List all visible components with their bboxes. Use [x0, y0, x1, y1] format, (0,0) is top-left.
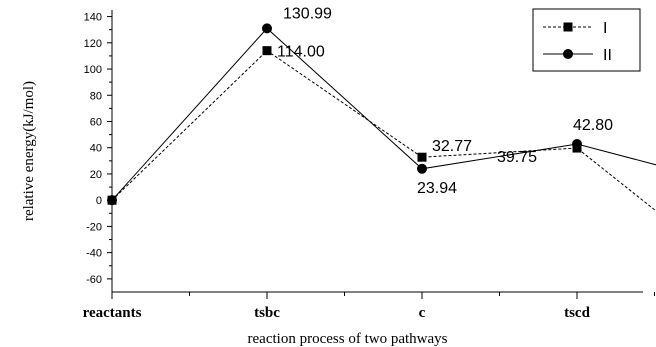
y-tick-label: 20 — [90, 169, 102, 181]
point-II-tscd — [572, 139, 582, 150]
point-II-tsbc — [262, 23, 272, 34]
x-categories: reactantstsbcctscdd — [83, 292, 655, 321]
point-II-reactants — [107, 195, 117, 206]
x-category-label: tscd — [564, 305, 590, 321]
data-label-II-tscd: 42.80 — [573, 117, 613, 134]
point-I-c — [417, 152, 427, 162]
legend-marker-square — [563, 22, 573, 32]
y-tick-label: 40 — [90, 143, 102, 155]
data-label-I-tsbc: 114.00 — [277, 44, 325, 61]
data-label-I-tscd: 39.75 — [497, 149, 537, 166]
data-label-I-c: 32.77 — [432, 138, 472, 155]
point-I-tsbc — [262, 46, 272, 56]
legend-box — [532, 8, 641, 72]
y-tick-label: 140 — [84, 12, 102, 24]
y-tick-label: 60 — [90, 116, 102, 128]
y-tick-label: 80 — [90, 90, 102, 102]
y-tick-label: -40 — [86, 248, 102, 260]
x-category-label: reactants — [83, 305, 142, 321]
y-tick-label: 120 — [84, 38, 102, 50]
legend-marker-circle — [563, 49, 573, 59]
y-tick-label: 100 — [84, 64, 102, 76]
y-tick-label: 0 — [96, 195, 102, 207]
series-line-I — [111, 50, 656, 212]
y-tick-label: -60 — [86, 274, 102, 286]
legend: I II — [532, 8, 641, 72]
series-markers — [107, 23, 582, 206]
legend-label-II: II — [603, 47, 612, 64]
point-II-c — [417, 163, 427, 174]
y-axis-title: relative energy(kJ/mol) — [21, 81, 37, 221]
axes — [111, 10, 643, 293]
y-ticks: -60 -40 -20 0 20 40 60 80 100 120 140 — [84, 12, 112, 286]
legend-label-I: I — [603, 20, 607, 37]
x-category-label: tsbc — [254, 305, 280, 321]
data-label-II-tsbc: 130.99 — [283, 5, 332, 22]
x-category-label: c — [419, 305, 426, 321]
data-label-II-c: 23.94 — [417, 180, 457, 197]
x-axis-title: reaction process of two pathways — [248, 331, 448, 347]
y-tick-label: -20 — [86, 221, 102, 233]
data-labels: 114.0032.7739.75-54.30130.9923.9442.8011… — [277, 5, 613, 197]
